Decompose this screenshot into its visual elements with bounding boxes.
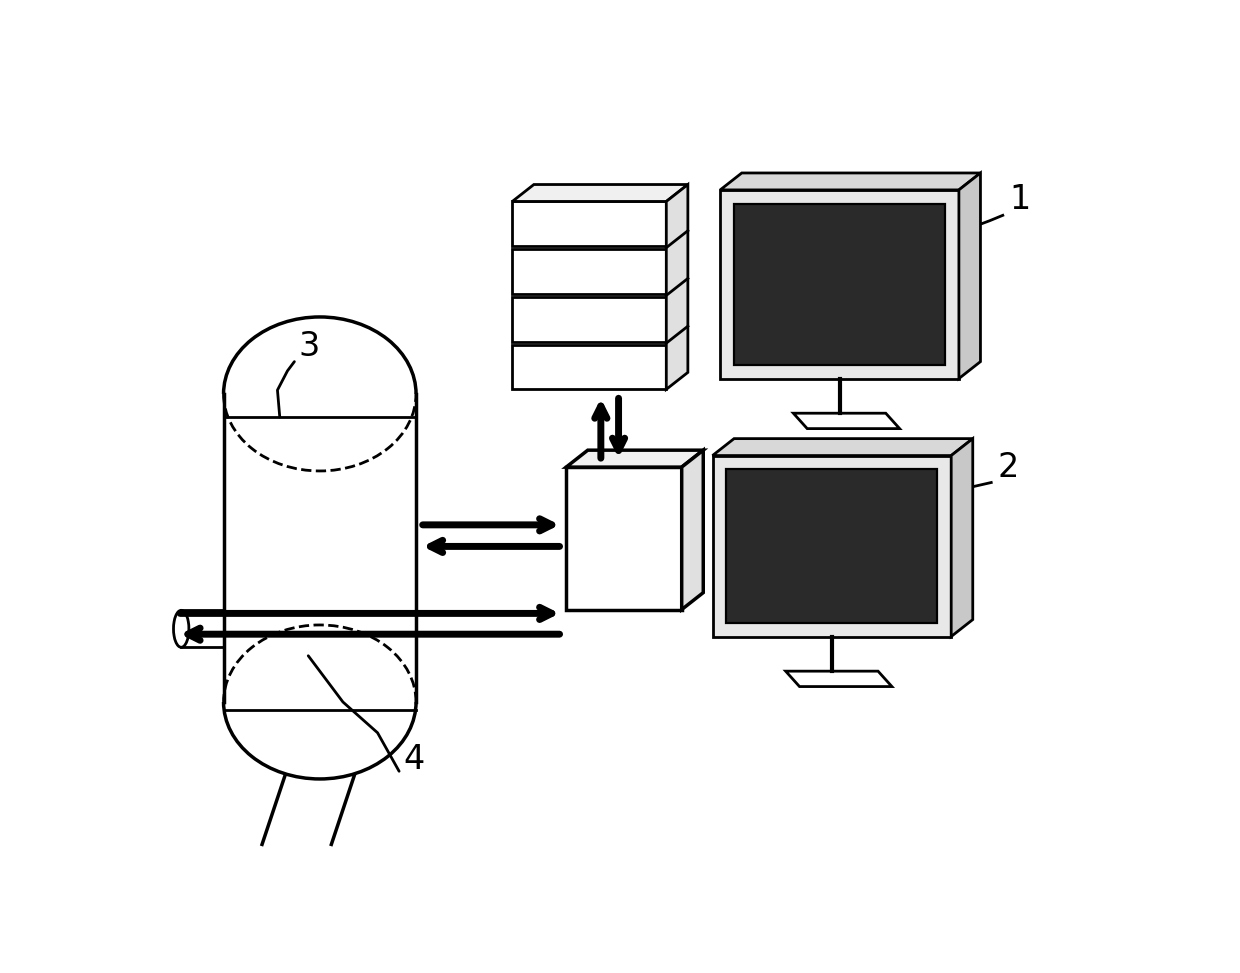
Polygon shape xyxy=(959,173,981,378)
Bar xyxy=(734,203,945,365)
Polygon shape xyxy=(951,439,972,636)
Bar xyxy=(567,467,682,609)
Text: 4: 4 xyxy=(403,743,424,776)
Polygon shape xyxy=(666,185,688,389)
Bar xyxy=(512,344,666,389)
Bar xyxy=(713,455,951,636)
Text: 2: 2 xyxy=(997,450,1019,484)
Bar xyxy=(512,297,666,342)
Text: 3: 3 xyxy=(299,330,320,363)
Bar xyxy=(727,469,937,623)
Bar xyxy=(512,201,666,246)
Bar xyxy=(720,190,959,378)
Polygon shape xyxy=(713,439,972,455)
Polygon shape xyxy=(567,450,703,467)
Text: 1: 1 xyxy=(1009,184,1030,216)
Bar xyxy=(512,249,666,294)
Polygon shape xyxy=(512,185,688,201)
Polygon shape xyxy=(682,450,703,609)
Polygon shape xyxy=(720,173,981,190)
